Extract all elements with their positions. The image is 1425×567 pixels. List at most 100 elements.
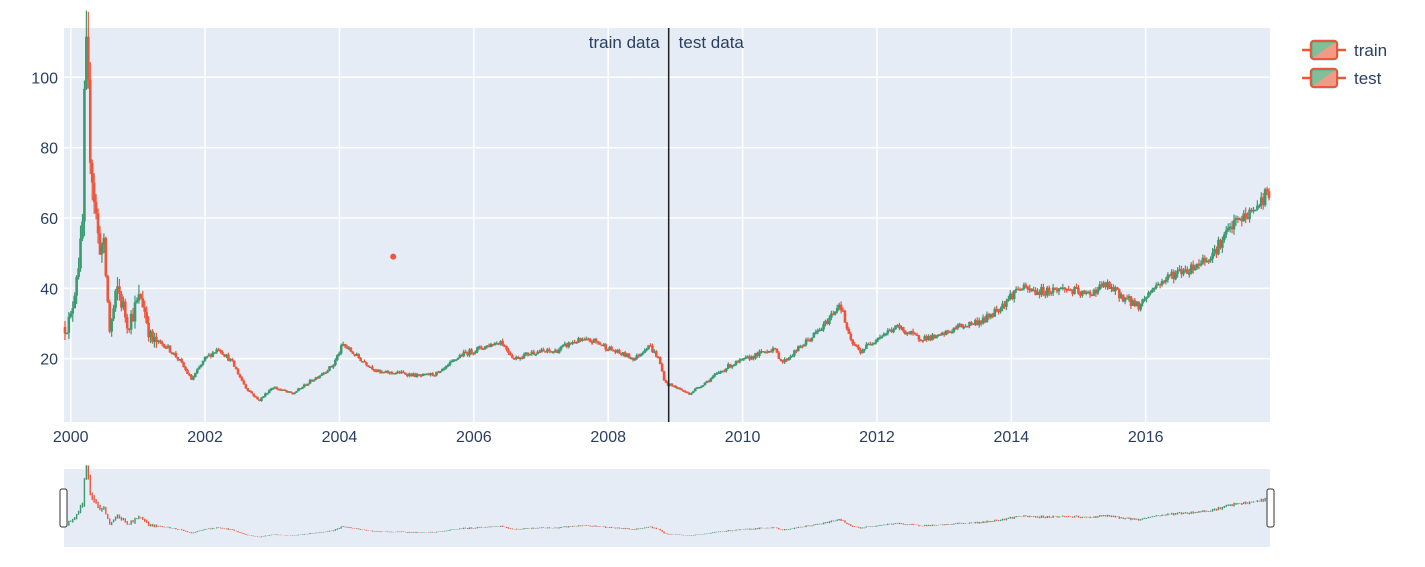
candle-body: [1182, 270, 1185, 275]
candle-body: [867, 343, 870, 346]
candle-body: [641, 352, 644, 355]
candle-body: [1044, 294, 1047, 296]
candle-body: [1075, 287, 1078, 289]
candle-body: [684, 391, 687, 393]
candle-body: [217, 349, 220, 351]
candle-body: [1221, 240, 1224, 248]
x-tick-label: 2006: [456, 429, 492, 446]
candle-body: [670, 383, 674, 386]
candle-body: [450, 360, 454, 363]
candle-body: [958, 323, 962, 326]
candle-body: [287, 391, 290, 393]
legend-item-test[interactable]: test: [1302, 67, 1382, 89]
candle-body: [872, 342, 876, 345]
candle-body: [664, 380, 668, 383]
candle-body: [1077, 287, 1080, 294]
candle-body: [530, 351, 534, 355]
candle-body: [452, 359, 456, 362]
candle-body: [839, 304, 843, 311]
candle-body: [1079, 293, 1082, 296]
candle-body: [102, 237, 106, 245]
candle-body: [538, 351, 541, 354]
candle-body: [192, 376, 195, 380]
legend-swatch-border: [1310, 68, 1338, 88]
candle-body: [705, 380, 709, 383]
candle-body: [1133, 300, 1137, 307]
candle-body: [868, 343, 872, 346]
candle-body: [981, 317, 985, 324]
legend-item-train[interactable]: train: [1302, 39, 1387, 61]
candle-body: [532, 351, 536, 355]
candle-body: [464, 351, 467, 354]
candle-body: [258, 399, 261, 401]
candle-body: [382, 371, 386, 374]
candle-body: [610, 346, 613, 351]
legend-swatch-half: [1311, 41, 1337, 59]
candle-body: [1065, 288, 1069, 291]
candle-body: [116, 286, 119, 291]
candle-body: [960, 323, 963, 328]
candle-body: [499, 341, 502, 345]
candle-body: [857, 346, 860, 350]
candle-body: [1059, 287, 1063, 290]
range-slider-left-handle[interactable]: [59, 488, 68, 528]
candle-body: [826, 320, 829, 324]
candle-body: [721, 370, 724, 373]
candle-body: [1178, 269, 1181, 271]
candle-body: [1131, 300, 1135, 306]
candle-body: [262, 396, 265, 398]
candle-body: [155, 336, 158, 343]
candle-body: [682, 390, 685, 392]
candle-body: [160, 342, 164, 345]
candle-body: [915, 334, 919, 336]
candle-body: [110, 318, 113, 332]
range-slider-right-handle[interactable]: [1266, 488, 1275, 528]
candle-body: [1191, 264, 1195, 271]
candle-body: [1009, 293, 1012, 300]
candle-body: [462, 351, 466, 357]
candle-body: [623, 352, 627, 357]
candle-body: [783, 359, 786, 363]
candle-body: [1001, 303, 1004, 309]
candle-body: [528, 354, 532, 356]
candle-body: [1073, 287, 1076, 294]
candle-body: [1141, 299, 1144, 304]
candle-body: [1112, 287, 1115, 292]
candle-body: [1222, 234, 1226, 241]
candle-body: [503, 345, 506, 348]
range-slider-background[interactable]: [64, 469, 1270, 547]
candle-body: [1032, 289, 1035, 292]
candle-body: [590, 341, 594, 344]
candle-body: [843, 310, 847, 323]
candle-body: [1026, 286, 1030, 290]
candle-body: [732, 364, 736, 367]
candle-body: [1168, 274, 1172, 277]
candle-body: [1213, 249, 1216, 253]
legend: train test: [1302, 39, 1387, 89]
candle-body: [627, 353, 631, 358]
candle-body: [67, 316, 71, 333]
candle-body: [1232, 220, 1236, 230]
candle-body: [635, 355, 639, 359]
candle-body: [363, 361, 366, 363]
candle-body: [583, 339, 586, 341]
candle-body: [1205, 260, 1209, 263]
candle-body: [927, 336, 930, 341]
candle-body: [244, 384, 248, 389]
candle-body: [1110, 287, 1113, 289]
main-plot-background[interactable]: [64, 28, 1270, 422]
candle-body: [141, 298, 145, 308]
candle-body: [1022, 284, 1026, 289]
candle-body: [649, 345, 652, 347]
candle-body: [713, 374, 716, 377]
candle-body: [937, 334, 940, 336]
candle-body: [690, 392, 693, 395]
candle-body: [197, 367, 201, 370]
candle-body: [639, 353, 643, 357]
candle-body: [1010, 293, 1014, 300]
candle-body: [900, 327, 903, 329]
candle-body: [1265, 189, 1269, 192]
candle-body: [250, 391, 254, 394]
candle-body: [546, 349, 549, 352]
candle-body: [421, 374, 425, 376]
